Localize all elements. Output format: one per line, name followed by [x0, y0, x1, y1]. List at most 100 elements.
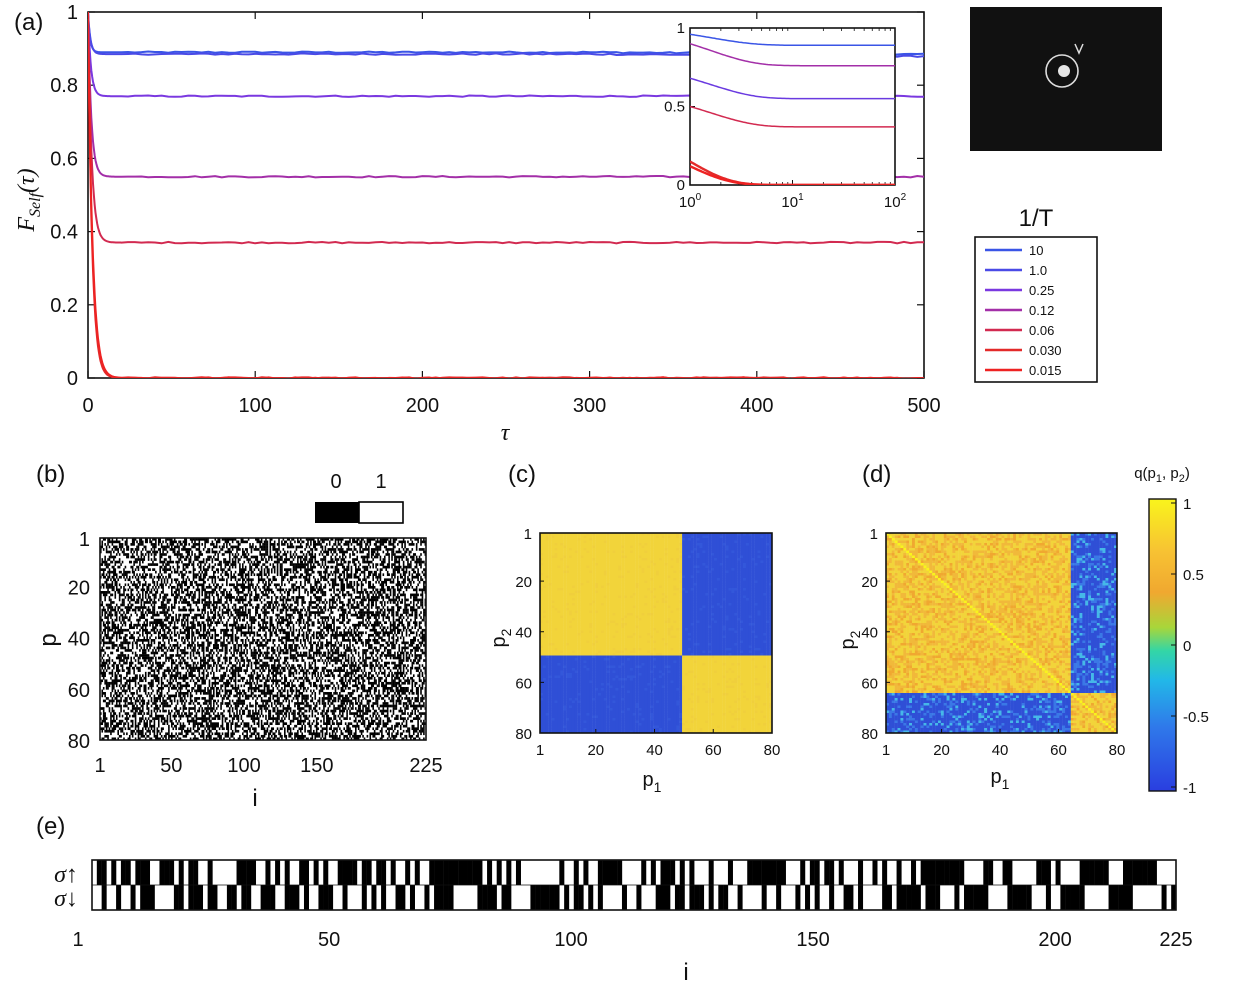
panel-b-cell [134, 606, 137, 609]
panel-b-cell [182, 692, 185, 695]
panel-b-cell [234, 679, 237, 683]
panel-b-cell [205, 712, 208, 715]
panel-b-cell [101, 540, 104, 544]
panel-b-cell [252, 583, 254, 587]
panel-b-cell [240, 555, 243, 559]
panel-b-cell [165, 603, 167, 607]
panel-b-cell [134, 676, 137, 680]
panel-b-cell [253, 671, 256, 675]
panel-b-cell [194, 689, 196, 693]
panel-b-cell [130, 555, 133, 559]
panel-b-cell [143, 623, 146, 627]
panel-b-cell [163, 684, 166, 688]
panel-b-cell [239, 734, 241, 738]
panel-b-cell [178, 616, 180, 619]
panel-b-cell [233, 573, 235, 577]
panel-b-cell [204, 702, 206, 705]
panel-b-cell [234, 636, 237, 640]
panel-b-cell [259, 669, 261, 672]
panel-b-cell [111, 644, 114, 647]
panel-b-cell [239, 601, 241, 604]
panel-b-cell [159, 593, 161, 597]
panel-b-cell [257, 563, 260, 566]
panel-b-cell [234, 669, 237, 672]
panel-b-cell [226, 656, 228, 660]
panel-b-cell [201, 593, 204, 597]
panel-b-cell [171, 631, 173, 635]
panel-b-cell [220, 666, 222, 670]
panel-b-cell [137, 694, 140, 698]
panel-b-cell [253, 598, 256, 602]
panel-b-cell [178, 606, 180, 609]
panel-b-cell [263, 611, 266, 614]
panel-b-cell [236, 692, 238, 695]
panel-b-cell [263, 722, 266, 725]
panel-b-cell [257, 712, 260, 715]
panel-b-cell [115, 545, 118, 549]
panel-b-cell [220, 636, 222, 640]
panel-b-cell [144, 583, 147, 587]
panel-b-cell [131, 548, 134, 551]
panel-b-cell [165, 565, 167, 569]
panel-b-cell [249, 631, 251, 635]
panel-b-cell [165, 659, 167, 662]
panel-b-cell [215, 702, 218, 705]
panel-b-cell [208, 644, 211, 647]
panel-b-cell [102, 585, 105, 589]
panel-b-cell [207, 649, 209, 652]
panel-b-cell [155, 699, 157, 703]
panel-b-cell [253, 681, 256, 685]
panel-b-cell [204, 568, 206, 571]
panel-b-cell [162, 540, 164, 544]
panel-b-cell [246, 636, 248, 640]
panel-b-cell [259, 679, 261, 683]
panel-b-cell [144, 717, 147, 720]
panel-b-cell [214, 570, 217, 574]
panel-b-cell [110, 729, 112, 733]
panel-b-cell [228, 593, 231, 597]
panel-b-cell [115, 644, 118, 647]
panel-b-cell [208, 654, 211, 657]
panel-b-cell [241, 704, 244, 708]
panel-b-cell [130, 550, 133, 554]
panel-b-cell [218, 656, 221, 660]
panel-b-cell [184, 621, 186, 624]
panel-b-cell [130, 729, 133, 733]
panel-b-cell [179, 661, 182, 665]
panel-b-cell [146, 565, 148, 569]
panel-b-cell [221, 684, 224, 688]
panel-b-cell [150, 628, 153, 632]
panel-b-cell [199, 550, 202, 554]
panel-b-cell [171, 699, 173, 703]
panel-b-cell [252, 563, 254, 566]
panel-b-cell [155, 679, 157, 683]
panel-b-cell [195, 719, 198, 723]
panel-b-cell [228, 583, 231, 587]
panel-b-cell [194, 709, 196, 713]
panel-b-cell [168, 709, 170, 713]
panel-b-cell [153, 568, 156, 571]
panel-b-cell [131, 553, 134, 556]
panel-b-cell [220, 565, 222, 569]
panel-b-cell [179, 686, 182, 690]
panel-b-cell [182, 679, 185, 683]
panel-b-cell [105, 621, 108, 624]
panel-b-cell [263, 613, 266, 617]
panel-b-cell [201, 689, 204, 693]
panel-b-cell [165, 623, 167, 627]
panel-b-cell [210, 722, 212, 725]
panel-b-cell [128, 649, 131, 652]
panel-b-cell [124, 641, 127, 645]
panel-b-cell [253, 694, 256, 698]
panel-b-cell [127, 641, 130, 645]
panel-b-cell [137, 606, 140, 609]
panel-b-cell [101, 679, 104, 683]
panel-b-cell [153, 639, 156, 642]
panel-b-cell [211, 669, 214, 672]
panel-b-cell [230, 651, 232, 655]
panel-b-cell [191, 598, 193, 602]
panel-b-cell [215, 666, 218, 670]
panel-b-cell [176, 651, 179, 655]
panel-b-cell [211, 709, 214, 713]
